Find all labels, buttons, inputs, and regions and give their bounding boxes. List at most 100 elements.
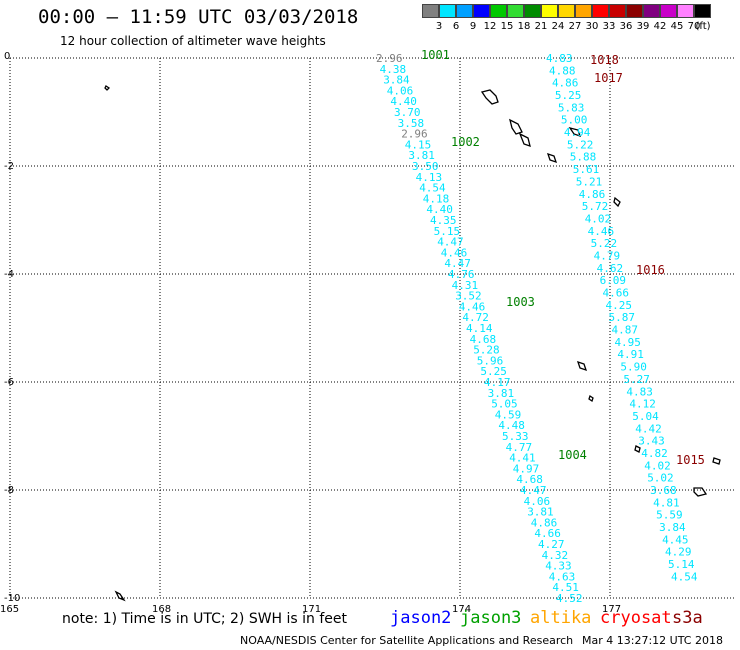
wave-height-value: 3.50	[412, 160, 439, 173]
colorbar-tick-label: 45	[670, 21, 684, 32]
lon-tick-label: 171	[302, 604, 321, 615]
wave-height-value: 5.05	[491, 398, 518, 411]
wave-height-value: 4.46	[459, 300, 486, 313]
wave-height-value: 5.28	[473, 344, 500, 357]
page-title: 00:00 – 11:59 UTC 03/03/2018	[38, 6, 359, 28]
wave-height-value: 4.29	[665, 546, 692, 559]
satellite-legend-item: s3a	[672, 608, 703, 628]
wave-height-value: 4.62	[597, 262, 624, 275]
colorbar-swatch	[490, 4, 507, 18]
island-outline	[509, 118, 523, 135]
wave-height-value: 4.86	[531, 516, 558, 529]
track-time-label: 1017	[594, 71, 623, 85]
wave-height-value: 5.59	[656, 509, 683, 522]
colorbar-tick-label: 12	[483, 21, 497, 32]
lat-tick-label: -10	[4, 593, 20, 604]
wave-height-value: 4.83	[626, 385, 653, 398]
wave-height-value: 4.46	[588, 225, 615, 238]
colorbar-swatch	[660, 4, 677, 18]
wave-height-value: 4.13	[416, 171, 443, 184]
track-time-label: 1004	[558, 448, 587, 462]
island-outline	[712, 457, 721, 465]
colorbar-swatch	[524, 4, 541, 18]
island-outline	[546, 152, 558, 164]
lat-tick-label: 0	[4, 51, 10, 62]
wave-height-value: 5.33	[502, 430, 529, 443]
footer-timestamp: Mar 4 13:27:12 UTC 2018	[582, 634, 723, 647]
legend-note: note: 1) Time is in UTC; 2) SWH is in fe…	[62, 611, 348, 627]
wave-height-value: 4.91	[617, 348, 644, 361]
wave-height-value: 4.66	[534, 527, 561, 540]
wave-height-value: 4.32	[542, 549, 569, 562]
wave-height-value: 4.14	[466, 322, 493, 335]
colorbar-tick-label: 39	[636, 21, 650, 32]
wave-height-value: 3.58	[398, 117, 425, 130]
colorbar-tick-label: 70	[687, 21, 701, 32]
wave-height-value: 4.48	[498, 419, 525, 432]
wave-height-value: 5.14	[668, 558, 695, 571]
track-time-label: 1003	[506, 295, 535, 309]
wave-height-value: 4.33	[545, 560, 572, 573]
wave-height-value: 3.70	[394, 106, 421, 119]
colorbar-tick-label: 6	[452, 21, 460, 32]
island-outline	[693, 487, 708, 497]
wave-height-value: 3.68	[650, 484, 677, 497]
wave-height-value: 4.47	[437, 236, 464, 249]
colorbar-swatch	[643, 4, 660, 18]
wave-height-value: 4.17	[484, 376, 511, 389]
wave-height-value: 4.47	[520, 484, 547, 497]
wave-height-value: 4.18	[423, 192, 450, 205]
wave-height-value: 5.15	[434, 225, 461, 238]
wave-height-value: 4.51	[552, 581, 579, 594]
colorbar-tick-label: 3	[435, 21, 443, 32]
lon-tick-label: 174	[452, 604, 471, 615]
colorbar-swatch	[609, 4, 626, 18]
track-time-label: 1016	[636, 263, 665, 277]
colorbar-swatch	[507, 4, 524, 18]
colorbar-swatch	[541, 4, 558, 18]
wave-height-value: 4.86	[552, 77, 579, 90]
wave-height-value: 5.88	[570, 151, 597, 164]
wave-height-value: 4.31	[452, 279, 479, 292]
wave-height-value: 4.02	[585, 212, 612, 225]
colorbar-swatch	[677, 4, 694, 18]
wave-height-value: 3.81	[527, 506, 554, 519]
wave-height-value: 3.81	[488, 387, 514, 400]
wave-height-value: 3.84	[659, 521, 686, 534]
wave-height-value: 4.54	[671, 570, 698, 583]
wave-height-value: 4.63	[549, 570, 576, 583]
wave-height-value: 5.72	[582, 200, 609, 213]
satellite-legend-item: altika	[530, 608, 592, 628]
colorbar-swatch	[592, 4, 609, 18]
wave-height-value: 5.83	[558, 101, 585, 114]
wave-height-value: 2.96	[401, 128, 428, 141]
wave-height-value: 2.96	[376, 52, 403, 65]
colorbar-tick-label: 15	[500, 21, 514, 32]
footer-credit: NOAA/NESDIS Center for Satellite Applica…	[240, 634, 574, 647]
wave-height-value: 4.97	[513, 462, 540, 475]
wave-height-value: 4.86	[579, 188, 606, 201]
wave-height-value: 6.09	[600, 274, 627, 287]
wave-height-value: 5.22	[591, 237, 618, 250]
wave-height-value: 4.68	[470, 333, 497, 346]
colorbar-tick-label: 24	[551, 21, 565, 32]
lat-tick-label: -8	[4, 485, 14, 496]
colorbar-tick-label: 9	[469, 21, 477, 32]
wave-height-value: 4.12	[629, 398, 656, 411]
island-outline	[588, 394, 594, 403]
wave-height-value: 4.42	[635, 422, 662, 435]
colorbar-swatch	[558, 4, 575, 18]
satellite-legend-item: jason2	[390, 608, 452, 628]
wave-height-value: 4.66	[603, 287, 630, 300]
colorbar-swatch	[422, 4, 439, 18]
wave-height-value: 4.82	[641, 447, 668, 460]
wave-height-value: 4.45	[662, 533, 689, 546]
island-outline	[576, 360, 588, 372]
island-outline	[568, 126, 582, 138]
colorbar-tick-label: 18	[517, 21, 531, 32]
wave-height-value: 5.87	[609, 311, 636, 324]
wave-height-value: 4.68	[516, 473, 543, 486]
colorbar-tick-label: 36	[619, 21, 633, 32]
colorbar-swatch	[456, 4, 473, 18]
wave-height-value: 4.06	[524, 495, 551, 508]
